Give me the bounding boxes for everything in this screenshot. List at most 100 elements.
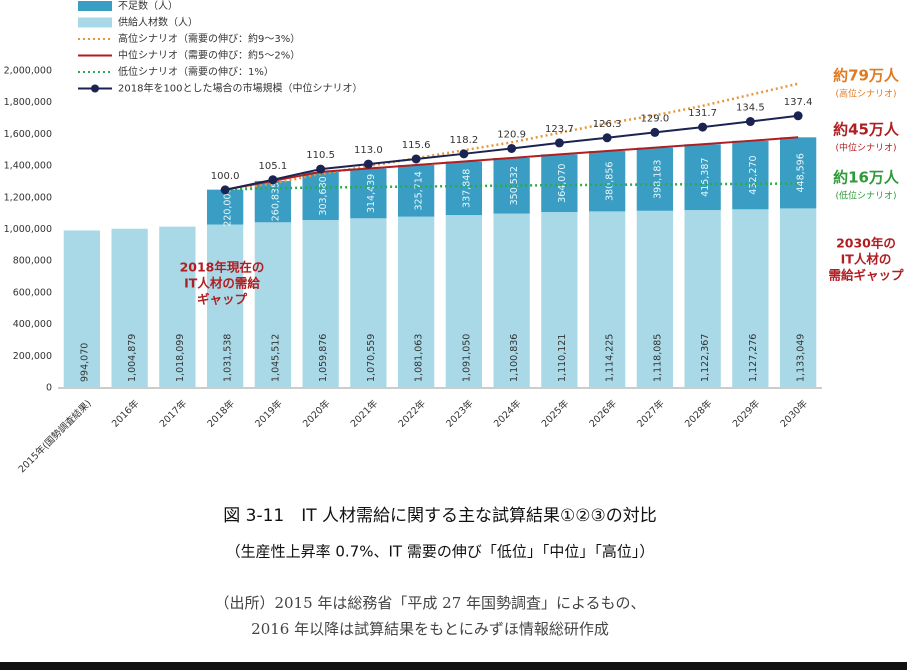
x-tick-label: 2029年 xyxy=(730,397,763,430)
annotation: 約45万人 xyxy=(833,121,900,139)
series-line xyxy=(224,82,799,191)
bar xyxy=(588,211,626,388)
bar xyxy=(350,218,387,388)
bar-value-label: 1,091,050 xyxy=(461,334,472,382)
legend-label: 高位シナリオ（需要の伸び：約9～3%） xyxy=(118,32,300,45)
bar-value-label: 1,127,276 xyxy=(748,334,759,382)
annotation: 約79万人 xyxy=(833,67,900,85)
bar-value-label: 337,848 xyxy=(461,169,472,208)
marker xyxy=(507,143,517,153)
bar-value-label: 1,133,049 xyxy=(796,334,807,382)
bar xyxy=(732,209,769,388)
bar xyxy=(397,165,435,217)
bar-value-label: 303,680 xyxy=(318,176,329,215)
annotation: IT人材の需給 xyxy=(184,276,260,291)
series-line xyxy=(225,182,799,191)
y-tick-label: 600,000 xyxy=(13,287,52,298)
marker xyxy=(316,164,326,174)
annotation: 2018年現在の xyxy=(180,260,265,275)
bar-value-label: 325,714 xyxy=(414,171,425,210)
x-tick-label: 2020年 xyxy=(300,397,333,430)
marker xyxy=(698,122,708,132)
bar-value-label: 260,835 xyxy=(270,182,281,221)
marker xyxy=(745,117,755,127)
point-value-label: 123.7 xyxy=(545,124,574,135)
point-value-label: 115.6 xyxy=(402,140,431,151)
legend-label: 供給人材数（人） xyxy=(118,16,198,29)
bar xyxy=(684,210,721,388)
y-tick-label: 2,000,000 xyxy=(4,66,52,77)
legend-label: 2018年を100とした場合の市場規模（中位シナリオ） xyxy=(118,82,363,95)
bar xyxy=(302,220,339,388)
x-tick-label: 2027年 xyxy=(634,397,667,430)
bar xyxy=(206,189,244,225)
bar-value-label: 1,118,085 xyxy=(652,334,663,382)
y-tick-label: 800,000 xyxy=(13,256,52,267)
x-tick-label: 2016年 xyxy=(109,397,142,430)
caption-source: （出所）2015 年は総務省「平成 27 年国勢調査」によるもの、 xyxy=(214,594,645,612)
bar-value-label: 1,018,099 xyxy=(175,334,186,382)
bar xyxy=(732,140,769,210)
bar xyxy=(636,147,674,211)
bar xyxy=(254,222,292,388)
x-tick-label: 2022年 xyxy=(396,397,429,430)
bar-value-label: 1,114,225 xyxy=(605,334,616,382)
legend-marker xyxy=(91,84,99,93)
bar xyxy=(779,137,817,209)
bar-value-label: 1,100,836 xyxy=(509,334,520,382)
bar xyxy=(636,210,674,388)
marker xyxy=(363,159,373,169)
bar xyxy=(493,213,530,388)
annotation: IT人材の xyxy=(841,252,892,267)
bar xyxy=(779,208,817,388)
bar-value-label: 415,387 xyxy=(700,158,711,197)
annotation: ギャップ xyxy=(197,292,248,307)
marker xyxy=(268,175,278,185)
bar-value-label: 350,532 xyxy=(509,166,520,205)
bar-value-label: 1,004,879 xyxy=(127,334,138,382)
bar-value-label: 1,110,121 xyxy=(557,334,568,382)
annotation-sub: (低位シナリオ) xyxy=(835,190,896,202)
x-tick-label: 2023年 xyxy=(443,397,476,430)
point-value-label: 129.0 xyxy=(641,113,670,124)
bar-value-label: 380,856 xyxy=(605,162,616,201)
bar-value-label: 1,081,063 xyxy=(414,334,425,382)
marker xyxy=(554,138,564,148)
bar-value-label: 432,270 xyxy=(748,155,759,194)
x-tick-label: 2019年 xyxy=(252,397,285,430)
annotation-sub: (中位シナリオ) xyxy=(835,142,896,154)
x-tick-label: 2018年 xyxy=(205,397,238,430)
marker xyxy=(411,154,421,164)
legend-swatch xyxy=(78,17,112,28)
annotation-sub: (高位シナリオ) xyxy=(835,88,896,100)
y-tick-label: 200,000 xyxy=(13,351,52,362)
bar-value-label: 314,439 xyxy=(366,174,377,213)
x-tick-label: 2024年 xyxy=(491,397,524,430)
bar-value-label: 220,000 xyxy=(223,187,234,226)
point-value-label: 105.1 xyxy=(259,161,288,172)
y-tick-label: 1,400,000 xyxy=(4,161,52,172)
bar-value-label: 1,070,559 xyxy=(366,334,377,382)
bar xyxy=(302,171,339,221)
y-tick-label: 400,000 xyxy=(13,319,52,330)
x-tick-label: 2021年 xyxy=(348,397,381,430)
point-value-label: 120.9 xyxy=(497,129,526,140)
point-value-label: 137.4 xyxy=(784,97,813,108)
x-tick-label: 2030年 xyxy=(778,397,811,430)
bar-value-label: 994,070 xyxy=(79,343,90,382)
legend-label: 中位シナリオ（需要の伸び：約5～2%） xyxy=(118,49,300,62)
y-tick-label: 1,600,000 xyxy=(4,129,52,140)
bar xyxy=(445,161,483,216)
x-tick-label: 2015年(国勢調査結果) xyxy=(16,397,94,475)
bar-value-label: 1,031,538 xyxy=(223,334,234,382)
caption-source: 2016 年以降は試算結果をもとにみずほ情報総研作成 xyxy=(251,620,609,638)
bar-value-label: 1,045,512 xyxy=(270,334,281,382)
annotation: 需給ギャップ xyxy=(828,268,904,283)
x-tick-label: 2026年 xyxy=(587,397,620,430)
bar-value-label: 364,070 xyxy=(557,164,568,203)
marker xyxy=(459,149,469,159)
bar xyxy=(541,212,578,388)
bar xyxy=(445,215,483,388)
bar-value-label: 448,596 xyxy=(796,153,807,192)
